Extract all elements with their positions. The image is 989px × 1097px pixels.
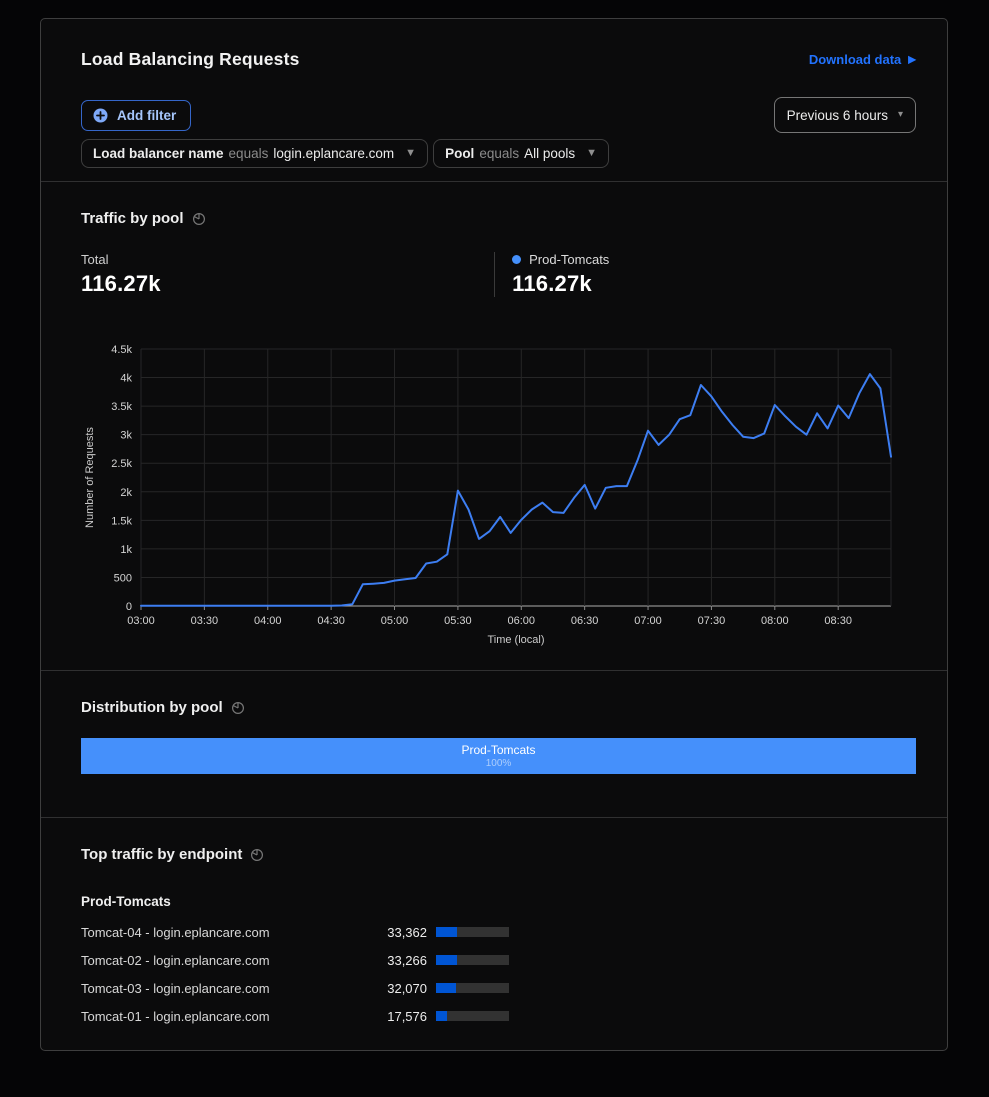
endpoint-bar-track [436,955,509,965]
endpoint-name: Tomcat-04 - login.eplancare.com [81,924,270,940]
section-title-endpoints: Top traffic by endpoint [81,846,243,863]
svg-text:03:30: 03:30 [191,615,219,627]
filter-pill-load-balancer[interactable]: Load balancer name equals login.eplancar… [81,139,429,168]
endpoint-row: Tomcat-01 - login.eplancare.com 17,576 [81,1002,916,1030]
filter-field: Load balancer name [93,146,224,161]
endpoint-bar-track [436,927,509,937]
svg-text:4k: 4k [120,373,132,385]
traffic-chart: 0 500 1k 1.5k 2k 2.5k 3k 3.5k 4k 4.5k 03:00 03:30 04… [84,344,892,646]
section-title-distribution: Distribution by pool [81,699,223,716]
svg-text:Number of Requests: Number of Requests [84,427,96,528]
endpoint-value: 33,266 [387,952,427,968]
endpoint-bar-fill [436,1011,448,1021]
endpoint-name: Tomcat-02 - login.eplancare.com [81,952,270,968]
svg-text:07:30: 07:30 [698,615,726,627]
total-value: 116.27k [81,271,161,296]
total-label: Total [81,252,109,267]
endpoint-bar-fill [436,955,457,965]
top-traffic-section: Top traffic by endpoint Prod-Tomcats Tom… [41,817,947,1050]
chevron-down-icon: ▾ [897,109,903,120]
pie-chart-icon [192,212,205,225]
filter-value: login.eplancare.com [273,146,395,161]
filter-pills-row: Load balancer name equals login.eplancar… [81,139,916,168]
filter-pill-pool[interactable]: Pool equals All pools ▼ [433,139,610,168]
svg-text:3.5k: 3.5k [111,401,132,413]
add-filter-label: Add filter [117,107,177,123]
total-stat: Total 116.27k [41,252,494,297]
filter-operator: equals [479,146,520,161]
endpoint-value: 17,576 [387,1008,427,1024]
endpoint-bar-fill [436,927,457,937]
svg-text:05:30: 05:30 [444,615,472,627]
endpoint-name: Tomcat-03 - login.eplancare.com [81,980,270,996]
endpoint-row: Tomcat-04 - login.eplancare.com 33,362 [81,918,916,946]
svg-text:08:00: 08:00 [761,615,789,627]
svg-text:2k: 2k [120,487,132,499]
svg-text:04:30: 04:30 [317,615,345,627]
chevron-down-icon: ▼ [586,147,598,159]
svg-text:3k: 3k [120,430,132,442]
svg-text:05:00: 05:00 [381,615,409,627]
download-data-link[interactable]: Download data ▶ [809,52,916,67]
distribution-segment-percent: 100% [485,757,512,769]
filter-operator: equals [228,146,269,161]
download-data-label: Download data [808,52,902,67]
endpoint-bar-fill [436,983,457,993]
header-section: Load Balancing Requests Download data ▶ … [41,19,947,181]
pie-chart-icon [231,701,244,714]
distribution-by-pool-section: Distribution by pool Prod-Tomcats 100% [41,670,947,817]
svg-text:1.5k: 1.5k [111,515,132,527]
svg-text:07:00: 07:00 [634,615,662,627]
svg-text:04:00: 04:00 [254,615,282,627]
legend-label: Prod-Tomcats [529,252,610,267]
endpoint-group-title: Prod-Tomcats [81,894,171,909]
distribution-bar-segment[interactable]: Prod-Tomcats 100% [81,738,916,774]
load-balancing-panel: Load Balancing Requests Download data ▶ … [40,18,948,1051]
distribution-bar: Prod-Tomcats 100% [81,738,916,774]
traffic-by-pool-section: Traffic by pool Total 116.27k Prod-Tomca… [41,181,947,670]
endpoint-name: Tomcat-01 - login.eplancare.com [81,1008,270,1024]
svg-text:Time (local): Time (local) [487,634,544,646]
svg-text:06:00: 06:00 [508,615,536,627]
time-range-label: Previous 6 hours [786,107,888,123]
svg-text:2.5k: 2.5k [111,458,132,470]
plus-circle-icon [93,108,108,122]
endpoint-value: 32,070 [387,980,427,996]
svg-text:500: 500 [114,572,132,584]
endpoint-row: Tomcat-03 - login.eplancare.com 32,070 [81,974,916,1002]
svg-text:0: 0 [126,601,132,613]
pool-value: 116.27k [512,271,592,296]
svg-text:06:30: 06:30 [571,615,599,627]
svg-text:1k: 1k [120,544,132,556]
filter-field: Pool [445,146,475,161]
add-filter-button[interactable]: Add filter [81,99,192,131]
svg-text:4.5k: 4.5k [111,344,132,356]
legend-dot [512,255,522,264]
endpoint-bar-track [436,1011,509,1021]
chevron-down-icon: ▼ [405,147,417,159]
pool-stat: Prod-Tomcats 116.27k [494,252,947,297]
distribution-segment-label: Prod-Tomcats [461,742,536,757]
endpoint-value: 33,362 [387,924,427,940]
filter-value: All pools [524,146,576,161]
endpoint-row: Tomcat-02 - login.eplancare.com 33,266 [81,946,916,974]
endpoint-bar-track [436,983,509,993]
page-title: Load Balancing Requests [81,49,300,69]
play-arrow-icon: ▶ [908,54,916,65]
endpoint-list: Tomcat-04 - login.eplancare.com 33,362 T… [81,918,916,1030]
svg-text:08:30: 08:30 [824,615,852,627]
svg-text:03:00: 03:00 [127,615,155,627]
pie-chart-icon [251,848,264,861]
section-title-traffic: Traffic by pool [81,210,184,227]
time-range-dropdown[interactable]: Previous 6 hours ▾ [773,97,916,133]
